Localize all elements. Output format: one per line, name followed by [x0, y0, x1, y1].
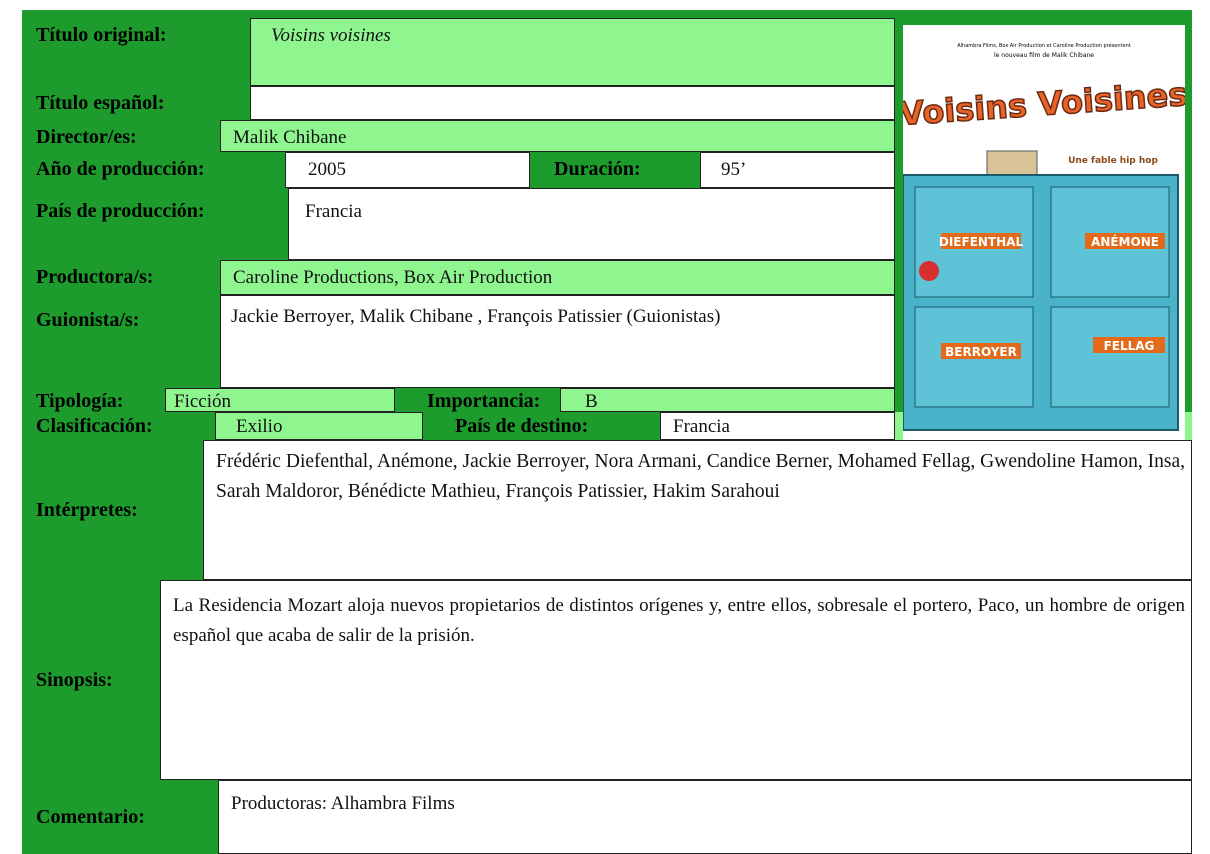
- value: Caroline Productions, Box Air Production: [220, 260, 895, 295]
- label: Guionista/s:: [22, 295, 220, 388]
- label: Duración:: [530, 152, 700, 188]
- value: Jackie Berroyer, Malik Chibane , Françoi…: [220, 295, 895, 388]
- value: 2005: [285, 152, 530, 188]
- poster-frame: Alhambra Films, Box Air Production et Ca…: [895, 18, 1192, 440]
- label: Clasificación:: [22, 412, 215, 440]
- poster-name: BERROYER: [945, 345, 1017, 359]
- value: Voisins voisines: [250, 18, 895, 86]
- poster-subtitle: Une fable hip hop: [1068, 156, 1158, 166]
- value: B: [560, 388, 895, 412]
- label: Importancia:: [395, 388, 560, 412]
- label: Intérpretes:: [22, 440, 203, 580]
- value: Malik Chibane: [220, 120, 895, 152]
- label: Tipología:: [22, 388, 165, 412]
- label: País de destino:: [423, 412, 660, 440]
- poster-name: DIEFENTHAL: [939, 235, 1024, 249]
- poster: Alhambra Films, Box Air Production et Ca…: [903, 25, 1185, 440]
- value: Francia: [660, 412, 895, 440]
- value: Exilio: [215, 412, 423, 440]
- label: Director/es:: [22, 120, 220, 152]
- value: Productoras: Alhambra Films: [218, 780, 1192, 854]
- value: La Residencia Mozart aloja nuevos propie…: [160, 580, 1192, 780]
- poster-credit: Alhambra Films, Box Air Production et Ca…: [957, 42, 1131, 49]
- value: [250, 86, 895, 120]
- value: 95’: [700, 152, 895, 188]
- poster-tagline: le nouveau film de Malik Chibane: [994, 52, 1094, 59]
- label: Título español:: [22, 86, 250, 120]
- label: Título original:: [22, 18, 250, 86]
- poster-name: ANÉMONE: [1091, 234, 1159, 249]
- label: Comentario:: [22, 780, 218, 854]
- poster-name: FELLAG: [1104, 339, 1155, 353]
- value: Ficción: [165, 388, 395, 412]
- label: País de producción:: [22, 188, 288, 260]
- top-bar: [22, 10, 1192, 18]
- label: Productora/s:: [22, 260, 220, 295]
- value: Frédéric Diefenthal, Anémone, Jackie Ber…: [203, 440, 1192, 580]
- label: Sinopsis:: [22, 580, 160, 780]
- label: Año de producción:: [22, 152, 285, 188]
- value: Francia: [288, 188, 895, 260]
